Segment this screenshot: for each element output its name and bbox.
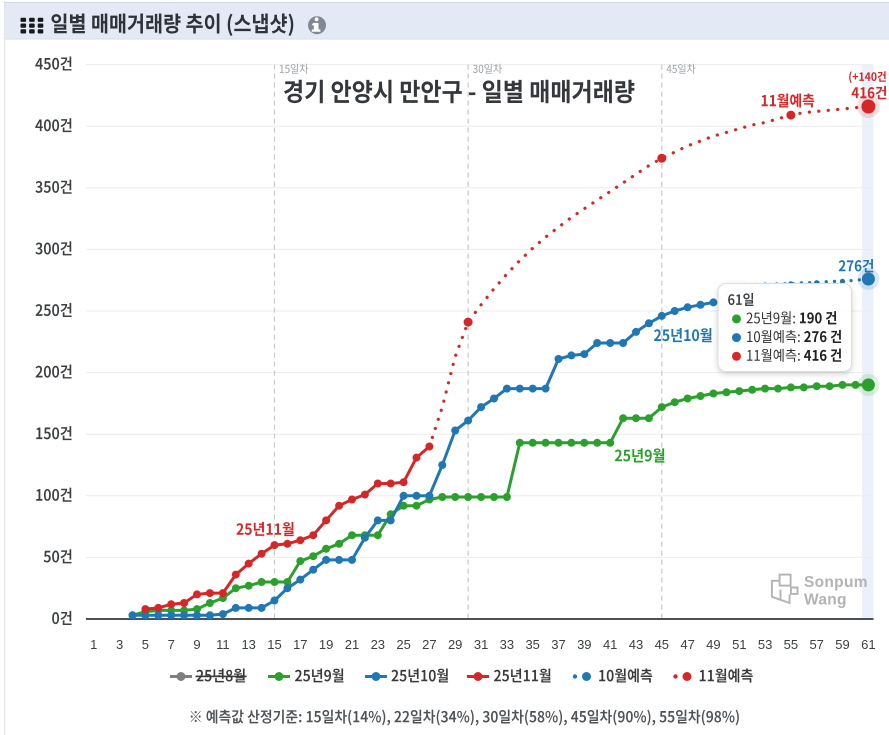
svg-text:41: 41 — [603, 637, 617, 652]
svg-text:35: 35 — [525, 637, 539, 652]
svg-text:3: 3 — [116, 637, 123, 652]
svg-text:17: 17 — [293, 637, 307, 652]
svg-text:57: 57 — [809, 637, 823, 652]
svg-text:21: 21 — [345, 637, 359, 652]
svg-text:Wang: Wang — [804, 592, 847, 609]
svg-text:53: 53 — [758, 637, 772, 652]
svg-text:9: 9 — [193, 637, 200, 652]
svg-text:27: 27 — [422, 637, 436, 652]
svg-text:13: 13 — [241, 637, 255, 652]
svg-text:49: 49 — [706, 637, 720, 652]
svg-text:61: 61 — [861, 637, 875, 652]
svg-text:59: 59 — [835, 637, 849, 652]
svg-text:29: 29 — [448, 637, 462, 652]
svg-text:47: 47 — [680, 637, 694, 652]
svg-text:33: 33 — [500, 637, 514, 652]
svg-text:55: 55 — [784, 637, 798, 652]
svg-text:31: 31 — [474, 637, 488, 652]
svg-text:5: 5 — [142, 637, 149, 652]
svg-text:43: 43 — [629, 637, 643, 652]
svg-text:23: 23 — [371, 637, 385, 652]
svg-text:45: 45 — [655, 637, 669, 652]
svg-text:19: 19 — [319, 637, 333, 652]
svg-text:25: 25 — [396, 637, 410, 652]
svg-text:1: 1 — [90, 637, 97, 652]
svg-text:11: 11 — [216, 637, 230, 652]
svg-text:39: 39 — [577, 637, 591, 652]
svg-text:Sonpum: Sonpum — [804, 574, 868, 591]
svg-text:7: 7 — [168, 637, 175, 652]
svg-text:51: 51 — [732, 637, 746, 652]
svg-text:15: 15 — [267, 637, 281, 652]
svg-text:37: 37 — [551, 637, 565, 652]
